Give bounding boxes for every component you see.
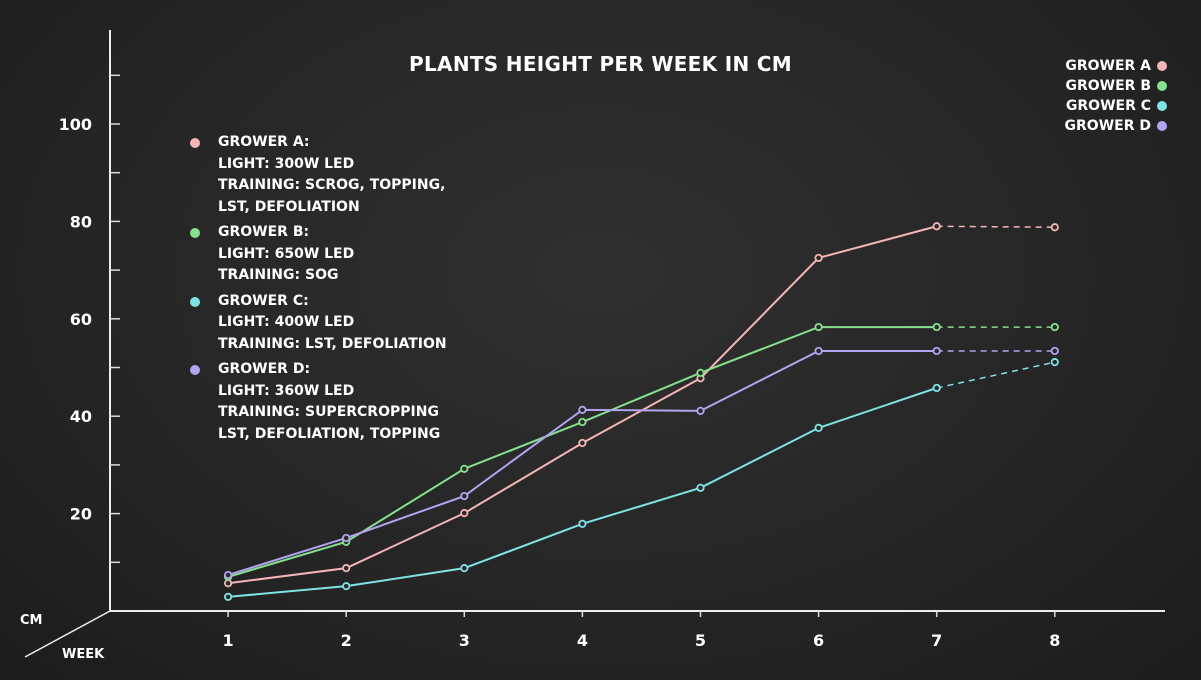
note-dot-icon	[190, 296, 200, 307]
data-point	[1050, 358, 1059, 367]
note-line: TRAINING: LST, DEFOLIATION	[218, 335, 447, 352]
grower-note: GROWER A: LIGHT: 300W LED TRAINING: SCROG,…	[190, 132, 447, 218]
data-point	[578, 519, 587, 528]
data-point	[224, 592, 233, 601]
legend-item: GROWER B	[1065, 76, 1167, 96]
data-point	[932, 383, 941, 393]
data-point	[696, 368, 705, 377]
grower-note: GROWER B: LIGHT: 650W LED TRAINING: SOG	[190, 222, 447, 287]
legend-label: GROWER B	[1065, 78, 1151, 94]
legend-dot-icon	[1157, 61, 1167, 71]
note-line: LIGHT: 300W LED	[218, 155, 355, 172]
y-tick-label: 80	[70, 212, 92, 231]
note-line: LST, DEFOLIATION, TOPPING	[218, 425, 441, 442]
data-point	[342, 564, 351, 573]
x-axis-label: WEEK	[62, 647, 105, 662]
note-line: TRAINING: SCROG, TOPPING,	[218, 177, 446, 193]
data-point	[1050, 223, 1059, 232]
data-point	[578, 405, 587, 414]
note-line: TRAINING: SUPERCROPPING	[218, 404, 439, 420]
note-dot-icon	[190, 365, 200, 375]
note-line: LIGHT: 360W LED	[218, 382, 355, 399]
data-point	[814, 423, 823, 432]
data-point	[814, 346, 823, 356]
note-dot-icon	[190, 138, 200, 148]
y-tick-label: 20	[70, 505, 92, 524]
y-tick-label: 100	[59, 115, 92, 134]
data-point	[460, 564, 469, 573]
data-point	[224, 570, 233, 580]
legend-dot-icon	[1157, 81, 1167, 91]
data-point	[696, 406, 705, 415]
data-point	[814, 322, 823, 332]
y-axis-label: CM	[20, 613, 42, 628]
data-point	[342, 582, 351, 591]
data-point	[460, 509, 469, 518]
x-tick-label: 3	[459, 631, 470, 650]
data-point	[1050, 322, 1059, 332]
legend: GROWER A GROWER B GROWER C GROWER D	[1065, 56, 1167, 136]
x-tick-label: 8	[1049, 631, 1060, 650]
data-point	[578, 417, 587, 427]
note-line: LIGHT: 400W LED	[218, 314, 355, 330]
data-point	[932, 322, 941, 332]
data-point	[342, 533, 351, 543]
x-tick-label: 1	[223, 631, 234, 650]
legend-label: GROWER A	[1065, 58, 1151, 74]
data-point	[814, 253, 823, 263]
legend-label: GROWER C	[1065, 98, 1151, 114]
x-tick-label: 2	[341, 631, 352, 650]
grower-note: GROWER D: LIGHT: 360W LED TRAINING: SUPERC…	[190, 359, 447, 445]
grower-notes: GROWER A: LIGHT: 300W LED TRAINING: SCROG,…	[190, 132, 447, 449]
note-line: GROWER B:	[218, 224, 310, 240]
note-line: GROWER D:	[218, 361, 311, 377]
data-point	[460, 464, 469, 473]
depth-axis	[24, 610, 111, 658]
data-point	[932, 346, 941, 356]
y-tick-label: 60	[70, 310, 92, 329]
note-line: GROWER A:	[218, 134, 310, 150]
x-tick-label: 7	[931, 631, 942, 650]
chart-title: PLANTS HEIGHT PER WEEK IN CM	[409, 52, 792, 76]
legend-dot-icon	[1157, 101, 1167, 111]
series-line-dashed	[936, 225, 1055, 228]
data-point	[696, 483, 705, 492]
legend-item: GROWER C	[1065, 96, 1167, 116]
legend-label: GROWER D	[1064, 118, 1151, 134]
y-tick-label: 40	[70, 407, 92, 426]
data-point	[578, 438, 587, 448]
data-point	[1050, 346, 1059, 356]
x-tick-label: 6	[813, 631, 824, 650]
note-line: LIGHT: 650W LED	[218, 245, 355, 262]
data-point	[932, 222, 941, 231]
grower-note: GROWER C: LIGHT: 400W LED TRAINING: LST, D…	[190, 291, 447, 356]
legend-dot-icon	[1157, 121, 1167, 131]
note-dot-icon	[190, 228, 200, 238]
series-grower-c	[224, 358, 1059, 601]
series-line-dashed	[936, 361, 1055, 389]
data-point	[460, 491, 469, 501]
note-line: TRAINING: SOG	[218, 267, 339, 283]
series-grower-d	[224, 346, 1059, 580]
x-tick-label: 5	[695, 631, 706, 650]
note-line: LST, DEFOLIATION	[218, 198, 360, 215]
legend-item: GROWER D	[1065, 116, 1167, 136]
legend-item: GROWER A	[1065, 56, 1167, 76]
note-line: GROWER C:	[218, 292, 309, 309]
x-tick-label: 4	[577, 631, 588, 650]
